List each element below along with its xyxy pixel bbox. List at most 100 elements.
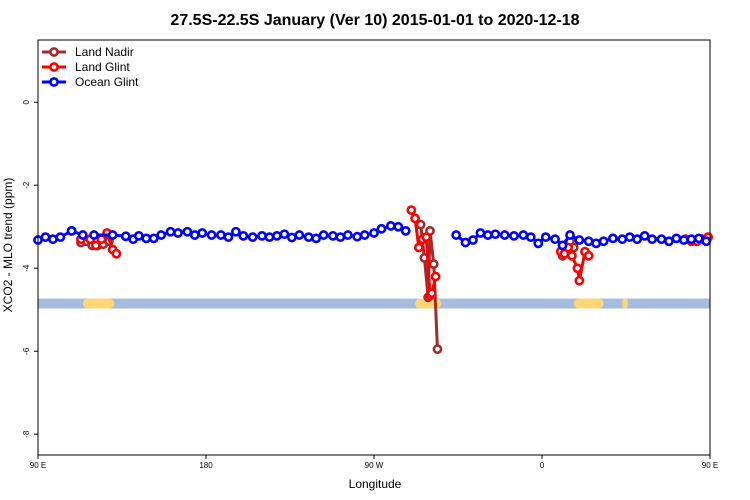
land-glint-point-1-1 [410, 213, 420, 224]
ocean-glint-point-3-25 [656, 234, 667, 245]
y-tick-label-3: -6 [22, 347, 31, 355]
ocean-glint-point-3-4 [482, 230, 493, 240]
land-glint-point-0-2 [90, 240, 101, 251]
ocean-glint-point-2-5 [141, 233, 152, 244]
y-tick-label-4: -8 [22, 430, 31, 438]
ocean-glint-point-2-14 [216, 230, 226, 240]
y-tick-label-0: 0 [22, 99, 31, 104]
ocean-glint-point-2-8 [165, 226, 176, 237]
land-segment-0 [82, 298, 115, 309]
plot-frame [37, 39, 711, 456]
x-tick-label-0: 90 E [30, 461, 46, 470]
x-tick-label-3: 0 [540, 461, 545, 470]
land-glint-point-2-7 [583, 250, 594, 261]
ocean-glint-point-2-29 [335, 232, 346, 243]
ocean-glint-point-2-21 [272, 230, 282, 241]
ocean-glint-point-3-18 [598, 236, 609, 247]
data-series [33, 205, 714, 355]
ocean-glint-point-3-19 [608, 233, 618, 244]
ocean-glint-point-2-22 [279, 229, 290, 240]
ocean-glint-point-2-12 [197, 228, 208, 238]
ocean-glint-point-2-4 [133, 230, 144, 241]
ocean-glint-point-3-3 [475, 228, 486, 238]
land-glint-point-1-7 [430, 271, 441, 282]
ocean-glint-point-3-30 [693, 233, 704, 244]
ocean-glint-point-3-6 [499, 230, 510, 240]
ocean-glint-point-3-8 [518, 230, 529, 240]
ocean-glint-point-3-2 [468, 235, 478, 245]
ocean-glint-point-2-18 [247, 232, 258, 243]
ocean-glint-point-2-2 [120, 231, 131, 242]
ocean-glint-point-2-17 [238, 230, 249, 241]
y-tick-label-1: -2 [22, 181, 31, 189]
legend-marker-land-glint [49, 62, 59, 72]
y-axis-label: XCO2 - MLO trend (ppm) [1, 178, 15, 313]
ocean-glint-point-3-9 [525, 232, 536, 243]
ocean-glint-point-3-27 [671, 233, 682, 244]
ocean-glint-point-2-32 [359, 230, 370, 240]
ocean-glint-point-2-37 [400, 225, 411, 236]
ocean-glint-point-2-19 [257, 230, 267, 241]
ocean-glint-point-3-1 [460, 237, 471, 248]
land-glint-point-2-3 [566, 250, 577, 261]
ocean-glint-point-3-16 [583, 236, 594, 247]
ocean-glint-point-2-24 [294, 230, 305, 240]
ocean-glint-point-2-6 [148, 233, 159, 244]
x-tick-label-4: 90 E [702, 461, 718, 470]
land-segment-3 [622, 298, 628, 309]
legend-label-land-glint: Land Glint [75, 60, 130, 74]
land-glint-point-1-4 [421, 232, 432, 243]
ocean-glint-point-3-20 [617, 234, 628, 245]
chart-title: 27.5S-22.5S January (Ver 10) 2015-01-01 … [170, 12, 579, 29]
ocean-glint-point-3-28 [678, 235, 689, 245]
ocean-glint-point-2-28 [328, 230, 338, 241]
land-segment-2 [573, 298, 604, 309]
ocean-glint-point-2-35 [385, 221, 396, 231]
ocean-glint-point-2-25 [303, 232, 314, 243]
ocean-glint-point-3-11 [540, 232, 551, 243]
legend-marker-land-nadir [49, 47, 59, 57]
ocean-glint-point-2-20 [264, 232, 275, 243]
land-glint-point-1-2 [413, 242, 424, 253]
ocean-glint-point-2-11 [189, 230, 200, 240]
legend-label-ocean-glint: Ocean Glint [75, 75, 139, 89]
land-glint-point-2-4 [572, 263, 583, 274]
ocean-glint-point-3-10 [533, 238, 544, 249]
ocean-glint-point-1-1 [77, 230, 88, 240]
ocean-glint-point-2-15 [223, 232, 234, 243]
ocean-glint-point-3-26 [664, 236, 674, 247]
ocean-glint-point-3-13 [557, 240, 568, 251]
land-glint-point-0-6 [111, 248, 122, 259]
ocean-glint-point-2-16 [230, 226, 241, 237]
ocean-glint-point-3-17 [591, 238, 602, 249]
x-tick-label-1: 180 [199, 461, 213, 470]
land-glint-point-1-0 [406, 205, 417, 216]
ocean-glint-point-2-10 [182, 226, 193, 237]
ocean-glint-point-1-0 [66, 225, 77, 236]
x-axis-label: Longitude [349, 477, 402, 491]
land-ocean-band [38, 298, 710, 309]
ocean-glint-point-3-14 [565, 230, 575, 240]
ocean-glint-point-3-24 [647, 234, 658, 245]
ocean-glint-point-2-33 [369, 228, 379, 238]
ocean-glint-point-3-23 [639, 230, 650, 241]
y-tick-label-2: -4 [22, 264, 31, 272]
ocean-glint-point-3-29 [686, 234, 697, 245]
ocean-glint-point-3-31 [701, 236, 712, 247]
ocean-glint-point-2-9 [173, 228, 183, 238]
ocean-glint-point-2-23 [286, 232, 297, 243]
legend-label-land-nadir: Land Nadir [75, 45, 134, 59]
ocean-glint-point-3-21 [624, 232, 635, 243]
ocean-glint-point-0-2 [48, 234, 58, 245]
ocean-glint-point-0-1 [40, 232, 51, 243]
ocean-glint-point-0-3 [55, 232, 66, 243]
ocean-glint-point-2-1 [107, 230, 118, 240]
ocean-glint-point-3-7 [509, 230, 519, 241]
ocean-glint-point-3-5 [490, 229, 501, 240]
ocean-glint-point-2-27 [318, 230, 329, 240]
ocean-glint-point-2-30 [342, 230, 353, 240]
ocean-band [38, 298, 710, 309]
ocean-glint-point-3-12 [550, 234, 560, 245]
